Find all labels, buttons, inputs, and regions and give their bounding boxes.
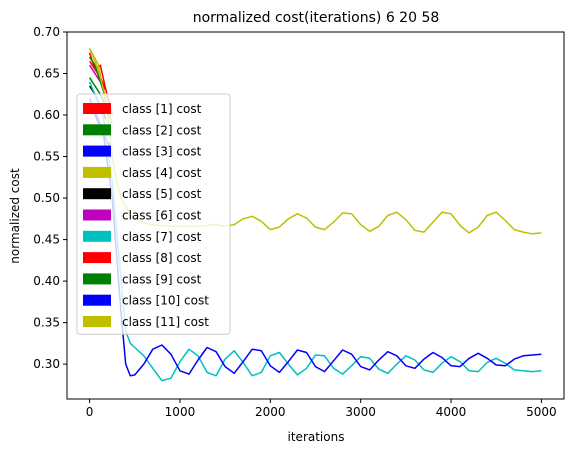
legend-label: class [3] cost <box>122 145 202 159</box>
x-tick-label: 1000 <box>165 405 196 419</box>
y-tick-label: 0.70 <box>33 25 60 39</box>
y-tick-label: 0.30 <box>33 357 60 371</box>
legend: class [1] cost class [2] cost class [3] co… <box>77 94 230 334</box>
x-tick-label: 5000 <box>526 405 557 419</box>
legend-label: class [5] cost <box>122 187 202 201</box>
y-tick-label: 0.55 <box>33 150 60 164</box>
x-tick-label: 2000 <box>255 405 286 419</box>
legend-swatch <box>83 124 111 135</box>
y-tick-label: 0.60 <box>33 108 60 122</box>
legend-label: class [9] cost <box>122 272 202 286</box>
legend-swatch <box>83 188 111 199</box>
legend-swatch <box>83 231 111 242</box>
x-tick-label: 0 <box>86 405 94 419</box>
legend-swatch <box>83 146 111 157</box>
y-tick-label: 0.40 <box>33 274 60 288</box>
legend-label: class [7] cost <box>122 230 202 244</box>
legend-swatch <box>83 210 111 221</box>
legend-swatch <box>83 167 111 178</box>
x-axis-label: iterations <box>288 430 345 444</box>
legend-label: class [4] cost <box>122 166 202 180</box>
legend-swatch <box>83 273 111 284</box>
y-tick-label: 0.65 <box>33 67 60 81</box>
y-tick-label: 0.35 <box>33 316 60 330</box>
x-tick-label: 4000 <box>436 405 467 419</box>
legend-label: class [10] cost <box>122 294 209 308</box>
legend-label: class [1] cost <box>122 102 202 116</box>
legend-swatch <box>83 295 111 306</box>
y-axis-label: normalized cost <box>8 168 22 264</box>
y-tick-label: 0.50 <box>33 191 60 205</box>
chart-title: normalized cost(iterations) 6 20 58 <box>193 10 440 26</box>
legend-label: class [11] cost <box>122 315 209 329</box>
legend-label: class [8] cost <box>122 251 202 265</box>
legend-label: class [2] cost <box>122 123 202 137</box>
legend-swatch <box>83 103 111 114</box>
x-tick-label: 3000 <box>345 405 376 419</box>
legend-label: class [6] cost <box>122 209 202 223</box>
legend-swatch <box>83 252 111 263</box>
legend-swatch <box>83 316 111 327</box>
y-tick-label: 0.45 <box>33 233 60 247</box>
